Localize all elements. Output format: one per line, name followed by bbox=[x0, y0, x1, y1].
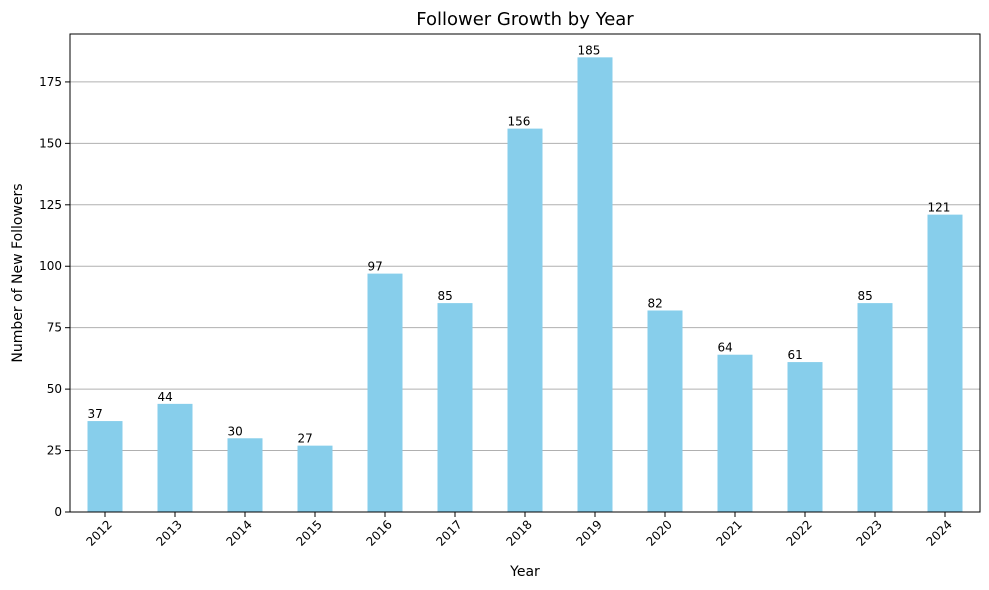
x-tick-label: 2016 bbox=[363, 517, 394, 548]
y-tick-label: 25 bbox=[47, 444, 62, 458]
x-tick-label: 2012 bbox=[83, 517, 114, 548]
x-tick-label: 2019 bbox=[573, 517, 604, 548]
bar-2012 bbox=[87, 421, 123, 512]
data-label-2013: 44 bbox=[158, 390, 173, 404]
data-label-2021: 64 bbox=[718, 341, 733, 355]
x-tick-label: 2023 bbox=[853, 517, 884, 548]
bar-2017 bbox=[437, 303, 473, 512]
x-tick-label: 2022 bbox=[783, 517, 814, 548]
data-labels: 37 44 30 27 97 85 156 185 82 64 61 85 121 bbox=[88, 43, 951, 445]
x-tick-label: 2013 bbox=[153, 517, 184, 548]
data-label-2019: 185 bbox=[578, 43, 601, 57]
bar-2015 bbox=[297, 445, 333, 512]
bar-2023 bbox=[857, 303, 893, 512]
y-tick-label: 175 bbox=[39, 75, 62, 89]
bars bbox=[87, 57, 963, 512]
bar-2018 bbox=[507, 128, 543, 512]
chart-title: Follower Growth by Year bbox=[416, 9, 634, 30]
data-label-2022: 61 bbox=[788, 348, 803, 362]
y-tick-label: 125 bbox=[39, 198, 62, 212]
x-tick-label: 2017 bbox=[433, 517, 464, 548]
y-tick-label: 150 bbox=[39, 136, 62, 150]
data-label-2020: 82 bbox=[648, 296, 663, 310]
data-label-2024: 121 bbox=[928, 201, 951, 215]
data-label-2018: 156 bbox=[508, 115, 531, 129]
y-tick-label: 75 bbox=[47, 321, 62, 335]
y-axis-label: Number of New Followers bbox=[10, 183, 26, 362]
data-label-2016: 97 bbox=[368, 260, 383, 274]
bar-2014 bbox=[227, 438, 263, 512]
data-label-2014: 30 bbox=[228, 424, 243, 438]
y-tick-label: 0 bbox=[54, 505, 62, 519]
bar-2020 bbox=[647, 310, 683, 512]
x-tick-label: 2020 bbox=[643, 517, 674, 548]
data-label-2017: 85 bbox=[438, 289, 453, 303]
x-tick-label: 2015 bbox=[293, 517, 324, 548]
bar-2024 bbox=[927, 214, 963, 512]
bar-2022 bbox=[787, 362, 823, 512]
x-tick-label: 2018 bbox=[503, 517, 534, 548]
data-label-2023: 85 bbox=[858, 289, 873, 303]
bar-2021 bbox=[717, 354, 753, 512]
data-label-2012: 37 bbox=[88, 407, 103, 421]
x-tick-label: 2014 bbox=[223, 517, 254, 548]
bar-2019 bbox=[577, 57, 613, 512]
y-tick-label: 100 bbox=[39, 259, 62, 273]
bar-2016 bbox=[367, 273, 403, 512]
x-axis: 2012 2013 2014 2015 2016 2017 2018 2019 2020 2021… bbox=[83, 512, 955, 549]
y-tick-label: 50 bbox=[47, 382, 62, 396]
x-axis-label: Year bbox=[509, 564, 540, 580]
data-label-2015: 27 bbox=[298, 432, 313, 446]
bar-2013 bbox=[157, 403, 193, 512]
x-tick-label: 2024 bbox=[923, 517, 954, 548]
y-axis: 0 25 50 75 100 125 150 175 bbox=[39, 75, 70, 519]
x-tick-label: 2021 bbox=[713, 517, 744, 548]
